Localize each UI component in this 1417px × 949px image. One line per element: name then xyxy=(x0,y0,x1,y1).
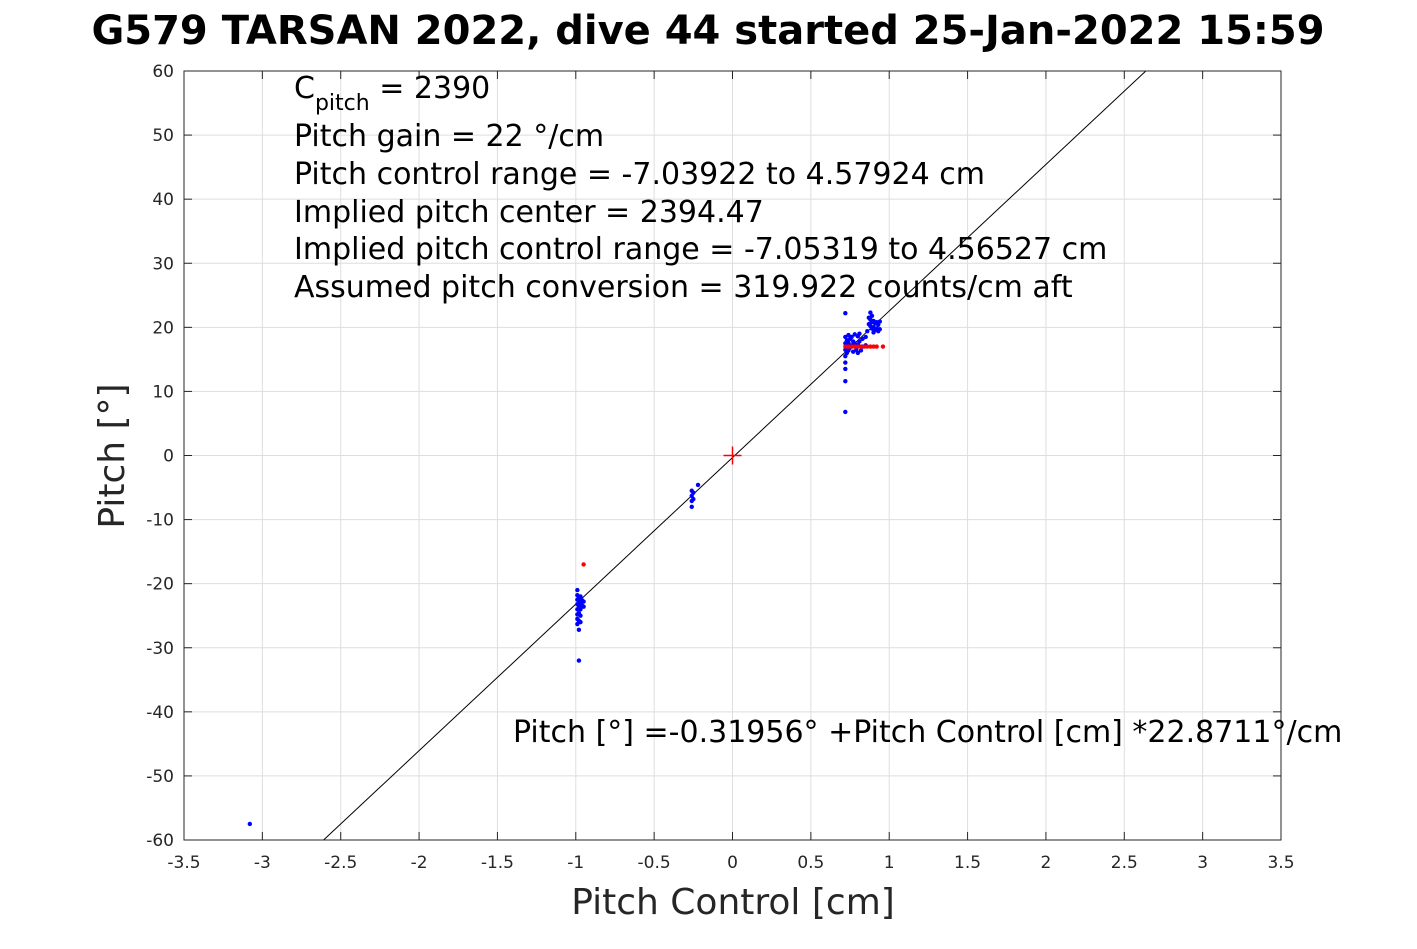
annotation-pitch-gain: Pitch gain = 22 °/cm xyxy=(294,119,604,154)
scatter-point xyxy=(578,619,583,625)
scatter-point xyxy=(843,360,848,365)
annotation-implied-pitch-control-range: Implied pitch control range = -7.05319 t… xyxy=(294,232,1107,267)
scatter-point xyxy=(691,496,696,502)
x-tick-label: -1.5 xyxy=(481,853,514,873)
scatter-point xyxy=(871,344,876,349)
scatter-point xyxy=(843,344,848,349)
scatter-point xyxy=(868,344,873,349)
x-tick-label: -2 xyxy=(411,853,428,873)
scatter-point xyxy=(877,327,883,332)
scatter-point xyxy=(861,344,867,349)
scatter-point xyxy=(857,331,862,336)
scatter-point xyxy=(581,562,586,567)
scatter-point xyxy=(843,311,848,316)
scatter-point xyxy=(581,599,586,604)
x-tick-label: 3.5 xyxy=(1267,853,1294,873)
x-axis-label: Pitch Control [cm] xyxy=(571,882,895,923)
scatter-point xyxy=(874,344,879,349)
x-tick-label: -1 xyxy=(567,853,584,873)
scatter-point xyxy=(849,344,854,349)
y-tick-label: 20 xyxy=(152,318,174,338)
scatter-point xyxy=(858,348,864,353)
x-tick-label: 1.5 xyxy=(954,853,981,873)
y-tick-label: 30 xyxy=(152,254,174,274)
scatter-point xyxy=(857,339,862,344)
scatter-point xyxy=(855,350,861,356)
scatter-point xyxy=(689,504,694,509)
x-tick-label: -2.5 xyxy=(324,853,357,873)
scatter-point xyxy=(578,613,583,618)
scatter-point xyxy=(247,821,253,827)
scatter-point xyxy=(849,334,854,340)
scatter-point xyxy=(581,604,586,609)
scatter-point xyxy=(865,344,870,349)
y-tick-label: -50 xyxy=(146,767,174,787)
scatter-point xyxy=(578,594,583,599)
scatter-point xyxy=(843,409,848,415)
x-tick-label: 2.5 xyxy=(1111,853,1138,873)
fit-equation: Pitch [°] =-0.31956° +Pitch Control [cm]… xyxy=(513,715,1342,750)
tick-layer: -3.5 -3 -2.5 -2 -1.5 -1 -0.5 0 0.5 1 1.5 2 2.5 3 3.5 -6… xyxy=(146,62,1294,873)
annotation-cpitch-suffix: = 2390 xyxy=(370,71,491,106)
y-axis-label: Pitch [°] xyxy=(92,383,133,528)
scatter-point xyxy=(695,482,701,488)
x-tick-label: 0 xyxy=(727,853,738,873)
scatter-point xyxy=(863,334,868,340)
annotation-cpitch-sub: pitch xyxy=(315,91,370,116)
x-tick-label: -3 xyxy=(254,853,271,873)
scatter-point xyxy=(846,340,851,345)
x-tick-label: -0.5 xyxy=(638,853,671,873)
chart-title: G579 TARSAN 2022, dive 44 started 25-Jan… xyxy=(91,8,1324,54)
scatter-point xyxy=(852,344,857,349)
data-layer xyxy=(247,71,1147,840)
x-tick-label: 3 xyxy=(1197,853,1208,873)
x-tick-label: 1 xyxy=(884,853,895,873)
annotation-assumed-pitch-conversion: Assumed pitch conversion = 319.922 count… xyxy=(294,270,1073,305)
x-tick-label: 0.5 xyxy=(797,853,824,873)
scatter-point xyxy=(578,607,583,612)
scatter-point xyxy=(869,313,875,318)
scatter-point xyxy=(843,366,848,372)
annotation-cpitch: Cpitch = 2390 xyxy=(294,71,490,116)
annotation-cpitch-prefix: C xyxy=(294,71,315,106)
y-tick-label: -10 xyxy=(146,511,174,531)
y-tick-label: -40 xyxy=(146,703,174,723)
scatter-point xyxy=(877,319,883,324)
x-tick-label: 2 xyxy=(1041,853,1052,873)
scatter-point xyxy=(880,344,886,349)
y-tick-label: 0 xyxy=(163,447,174,467)
y-tick-label: 60 xyxy=(152,62,174,82)
annotation-pitch-control-range: Pitch control range = -7.03922 to 4.5792… xyxy=(294,157,985,192)
annotation-implied-pitch-center: Implied pitch center = 2394.47 xyxy=(294,195,764,230)
scatter-point xyxy=(843,378,848,384)
scatter-point xyxy=(576,627,582,633)
scatter-point xyxy=(858,344,864,349)
grid-layer xyxy=(183,70,1282,841)
scatter-point xyxy=(855,344,861,349)
scatter-point xyxy=(846,344,851,349)
y-tick-label: 50 xyxy=(152,126,174,146)
scatter-point xyxy=(865,328,870,334)
scatter-point xyxy=(691,490,696,495)
y-tick-label: 10 xyxy=(152,382,174,402)
scatter-point xyxy=(576,658,582,663)
x-tick-label: -3.5 xyxy=(167,853,200,873)
y-tick-label: -30 xyxy=(146,639,174,659)
scatter-point xyxy=(575,587,580,593)
y-tick-label: -20 xyxy=(146,575,174,595)
y-tick-label: 40 xyxy=(152,190,174,210)
y-tick-label: -60 xyxy=(146,831,174,851)
